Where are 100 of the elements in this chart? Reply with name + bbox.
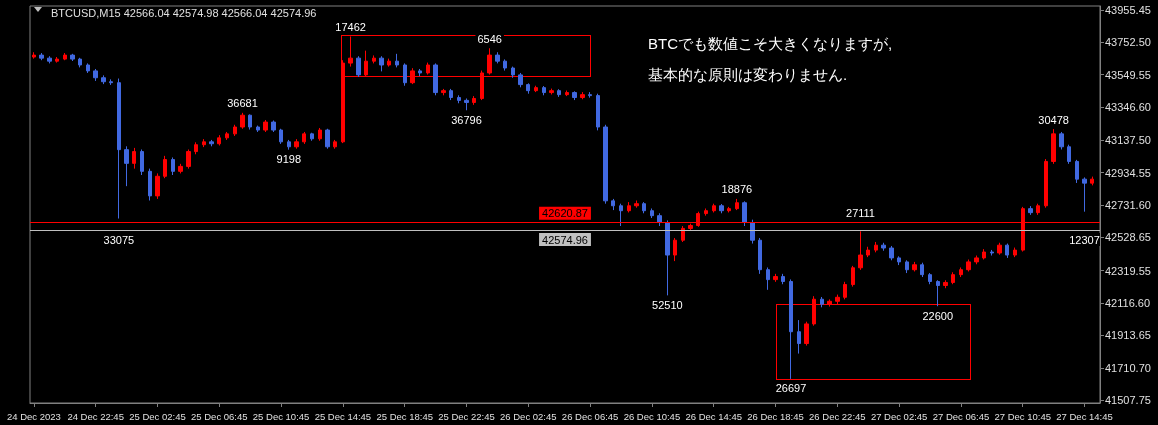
- candlestick: [565, 90, 569, 97]
- candlestick: [441, 88, 446, 96]
- candlestick: [78, 57, 82, 68]
- x-tick-label: 25 Dec 14:45: [314, 410, 372, 422]
- annotation: 33075: [103, 233, 135, 246]
- candlestick: [487, 47, 492, 76]
- annotation: 30478: [1038, 113, 1069, 126]
- candlestick: [426, 62, 430, 76]
- candlestick: [387, 58, 391, 68]
- candlestick: [719, 203, 724, 214]
- y-tick-label: 42934.55: [1105, 166, 1151, 179]
- candlestick: [1005, 243, 1009, 259]
- x-tick-label: 25 Dec 06:45: [191, 410, 248, 422]
- candlestick: [101, 74, 106, 85]
- candlestick: [928, 272, 932, 285]
- candlestick: [789, 278, 793, 380]
- candlestick: [959, 266, 963, 278]
- candlestick: [395, 53, 399, 68]
- candlestick: [240, 112, 245, 130]
- annotation: 36796: [451, 113, 482, 126]
- candlestick: [263, 119, 268, 133]
- candlestick: [936, 279, 940, 307]
- candlestick: [302, 131, 306, 145]
- candlestick: [418, 68, 422, 77]
- y-tick-label: 42319.55: [1105, 264, 1151, 277]
- candlestick: [1082, 176, 1087, 213]
- candlestick: [727, 206, 731, 213]
- annotation: 52510: [652, 298, 683, 311]
- candlestick: [781, 273, 785, 285]
- candlestick: [348, 35, 353, 68]
- y-tick-label: 41710.70: [1105, 361, 1151, 374]
- x-tick-label: 25 Dec 10:45: [252, 410, 310, 422]
- x-tick-label: 24 Dec 22:45: [67, 410, 124, 422]
- candlestick: [1067, 144, 1071, 165]
- y-tick-label: 42116.60: [1105, 297, 1151, 310]
- candlestick: [827, 298, 832, 308]
- candlestick: [1028, 205, 1033, 216]
- y-tick-label: 43549.55: [1105, 68, 1151, 81]
- candlestick: [457, 94, 461, 104]
- x-tick-label: 26 Dec 18:45: [747, 410, 804, 422]
- candlestick: [912, 261, 917, 272]
- candlestick: [673, 237, 677, 262]
- candlestick: [596, 93, 600, 131]
- candlestick: [920, 262, 924, 278]
- candlestick: [279, 128, 283, 145]
- candlestick: [155, 172, 160, 200]
- candlestick: [1075, 159, 1079, 184]
- candlestick: [611, 198, 615, 211]
- candlestick: [117, 78, 121, 220]
- candlestick: [503, 58, 507, 72]
- candlestick: [333, 139, 337, 150]
- annotation: 36681: [227, 97, 258, 110]
- candlestick: [325, 128, 330, 150]
- annotation: 18876: [721, 183, 753, 196]
- x-tick-label: 25 Dec 22:45: [438, 410, 495, 422]
- annotation: 12307: [1069, 233, 1100, 246]
- candlestick: [681, 225, 685, 243]
- candlestick: [534, 85, 538, 93]
- candlestick: [773, 273, 778, 283]
- candlestick: [966, 259, 971, 272]
- candlestick: [619, 203, 623, 227]
- y-tick-label: 42528.65: [1105, 231, 1151, 244]
- x-tick-label: 26 Dec 06:45: [561, 410, 619, 422]
- candlestick: [32, 51, 36, 60]
- candlestick: [1051, 128, 1056, 165]
- candlestick: [55, 56, 59, 64]
- candlestick: [603, 124, 608, 205]
- candlestick: [851, 265, 855, 288]
- candlestick: [627, 201, 631, 213]
- candlestick: [124, 145, 129, 187]
- candlestick: [1013, 247, 1017, 258]
- candlestick: [256, 125, 260, 133]
- candlestick: [889, 245, 894, 261]
- candlestick: [163, 155, 167, 179]
- x-tick-label: 27 Dec 14:45: [1056, 410, 1113, 422]
- annotation: BTCでも数値こそ大きくなりますが,: [648, 35, 893, 52]
- candlestick: [86, 62, 90, 74]
- candlestick: [433, 62, 438, 96]
- candlestick: [449, 88, 453, 101]
- candlestick: [797, 319, 801, 355]
- candlestick: [642, 201, 646, 214]
- annotation: 9198: [276, 153, 302, 166]
- candlestick: [217, 134, 221, 147]
- candlestick: [410, 67, 415, 85]
- candlestick: [472, 95, 476, 106]
- candlestick: [318, 127, 322, 142]
- candlestick: [874, 241, 878, 253]
- candlestick: [186, 148, 191, 170]
- candlestick: [93, 68, 98, 82]
- candlestick: [766, 266, 770, 291]
- candlestick: [39, 52, 44, 61]
- candlestick: [712, 203, 716, 213]
- candlestick: [835, 294, 840, 305]
- candlestick: [287, 139, 291, 151]
- candlestick: [294, 138, 299, 150]
- annotation: 27111: [846, 207, 875, 220]
- candlestick: [148, 168, 152, 202]
- candlestick: [580, 91, 585, 100]
- ref-line-label: 42620.87: [542, 207, 588, 220]
- candlestick: [225, 131, 229, 141]
